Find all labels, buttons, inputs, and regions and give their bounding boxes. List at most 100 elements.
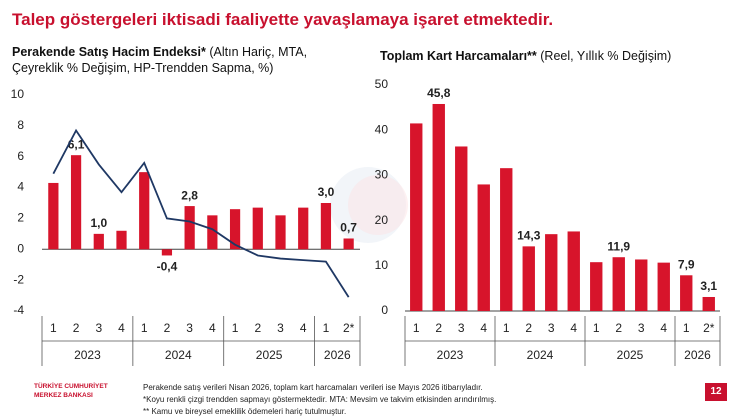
y-tick-label: -4 — [13, 303, 24, 317]
x-tick-label: 3 — [186, 321, 193, 335]
y-tick-label: 0 — [381, 303, 388, 317]
bar — [545, 234, 558, 311]
y-tick-label: -2 — [13, 272, 24, 286]
x-tick-label: 1 — [141, 321, 148, 335]
y-tick-label: 40 — [375, 122, 389, 136]
watermark — [348, 175, 408, 235]
bar — [252, 207, 263, 250]
y-tick-label: 2 — [17, 211, 24, 225]
y-tick-label: 0 — [17, 241, 24, 255]
x-tick-label: 4 — [480, 321, 487, 335]
chart-subtitle: (Altın Hariç, MTA, Çeyreklik % Değişim, … — [12, 45, 308, 75]
bar — [70, 155, 82, 250]
bar — [229, 209, 241, 250]
bar — [680, 275, 693, 311]
x-tick-label: 1 — [323, 321, 330, 335]
y-tick-label: 50 — [375, 77, 389, 91]
group-label: 2024 — [165, 348, 192, 362]
bar — [410, 123, 423, 311]
bar — [207, 215, 218, 250]
x-tick-label: 1 — [232, 321, 239, 335]
footnote: ** Kamu ve bireysel emeklilik ödemeleri … — [143, 407, 347, 416]
value-label: 45,8 — [427, 86, 451, 100]
bar — [161, 249, 173, 256]
logo: TÜRKİYE CUMHURİYET MERKEZ BANKASI — [12, 382, 108, 400]
group-label: 2024 — [527, 348, 554, 362]
bar — [93, 233, 104, 250]
x-tick-label: 2* — [343, 321, 355, 335]
value-label: 1,0 — [90, 216, 107, 230]
bar — [567, 231, 580, 311]
x-tick-label: 2 — [435, 321, 442, 335]
x-tick-label: 1 — [503, 321, 510, 335]
value-label: 2,8 — [181, 188, 198, 202]
logo-line: TÜRKİYE CUMHURİYET — [34, 383, 108, 390]
bar — [184, 206, 195, 250]
slide-title: Talep göstergeleri iktisadi faaliyette y… — [12, 10, 554, 29]
x-tick-label: 3 — [277, 321, 284, 335]
bar — [455, 146, 468, 311]
x-tick-label: 2 — [164, 321, 171, 335]
x-tick-label: 3 — [638, 321, 645, 335]
x-tick-label: 1 — [50, 321, 57, 335]
y-tick-label: 8 — [17, 118, 24, 132]
bar — [657, 262, 670, 311]
x-tick-label: 4 — [118, 321, 125, 335]
bar — [477, 184, 490, 311]
x-tick-label: 2 — [254, 321, 261, 335]
trend-line — [52, 128, 350, 298]
value-label: 3,1 — [700, 279, 717, 293]
chart-subtitle: (Reel, Yıllık % Değişim) — [540, 49, 672, 63]
value-label: 0,7 — [340, 221, 357, 235]
footnote: *Koyu renkli çizgi trendden sapmayı göst… — [143, 395, 497, 404]
value-label: 3,0 — [318, 185, 335, 199]
bar — [432, 103, 445, 311]
group-label: 2025 — [617, 348, 644, 362]
x-tick-label: 1 — [413, 321, 420, 335]
x-tick-label: 4 — [660, 321, 667, 335]
group-label: 2023 — [437, 348, 464, 362]
x-tick-label: 4 — [209, 321, 216, 335]
footnote: Perakende satış verileri Nisan 2026, top… — [143, 383, 483, 392]
y-tick-label: 30 — [375, 168, 389, 182]
x-tick-label: 4 — [570, 321, 577, 335]
x-tick-label: 3 — [548, 321, 555, 335]
bar — [116, 230, 127, 250]
chart-title: Toplam Kart Harcamaları** (Reel, Yıllık … — [380, 48, 730, 64]
bar — [612, 257, 625, 311]
value-label: 14,3 — [517, 229, 541, 243]
x-tick-label: 2 — [525, 321, 532, 335]
x-tick-label: 2 — [615, 321, 622, 335]
y-tick-label: 4 — [17, 180, 24, 194]
value-label: 6,1 — [68, 137, 85, 151]
x-tick-label: 3 — [95, 321, 102, 335]
x-tick-label: 2 — [73, 321, 80, 335]
y-tick-label: 10 — [375, 258, 389, 272]
bar — [635, 259, 648, 311]
y-tick-label: 20 — [375, 213, 389, 227]
bar — [500, 168, 513, 311]
y-tick-label: 6 — [17, 149, 24, 163]
x-tick-label: 3 — [458, 321, 465, 335]
x-tick-label: 1 — [593, 321, 600, 335]
logo-line: MERKEZ BANKASI — [34, 392, 93, 399]
value-label: 11,9 — [607, 239, 630, 253]
x-tick-label: 4 — [300, 321, 307, 335]
chart-title: Perakende Satış Hacim Endeksi* (Altın Ha… — [12, 44, 352, 76]
bar — [48, 182, 59, 250]
group-label: 2026 — [324, 348, 351, 362]
x-tick-label: 2* — [703, 321, 715, 335]
value-label: 7,9 — [678, 257, 695, 271]
bar — [298, 207, 309, 250]
chart-title-bold: Toplam Kart Harcamaları** — [380, 49, 537, 63]
bar — [320, 203, 332, 250]
group-label: 2023 — [74, 348, 101, 362]
x-tick-label: 1 — [683, 321, 690, 335]
bar — [590, 262, 603, 311]
group-label: 2026 — [684, 348, 711, 362]
bar — [139, 172, 150, 250]
y-tick-label: 10 — [11, 87, 25, 101]
value-label: -0,4 — [157, 260, 178, 274]
